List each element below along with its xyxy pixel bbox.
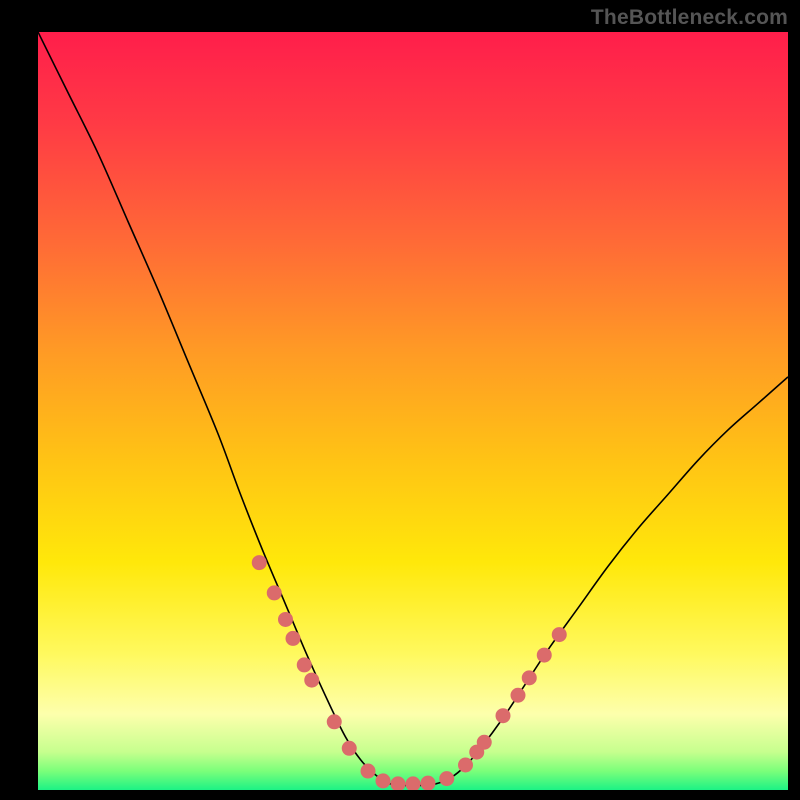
data-marker [477,735,491,749]
data-marker [342,741,356,755]
data-marker [327,715,341,729]
data-marker [361,764,375,778]
data-marker [537,648,551,662]
gradient-background [38,32,788,790]
data-marker [297,658,311,672]
data-marker [286,631,300,645]
data-marker [406,777,420,790]
data-marker [440,772,454,786]
watermark-text: TheBottleneck.com [591,6,788,30]
data-marker [511,688,525,702]
data-marker [305,673,319,687]
data-marker [522,671,536,685]
data-marker [279,612,293,626]
data-marker [552,628,566,642]
data-marker [459,758,473,772]
data-marker [496,709,510,723]
data-marker [252,556,266,570]
plot-area [38,32,788,790]
data-marker [267,586,281,600]
chart-canvas: TheBottleneck.com [0,0,800,800]
data-marker [376,774,390,788]
data-marker [391,777,405,790]
data-marker [421,776,435,790]
